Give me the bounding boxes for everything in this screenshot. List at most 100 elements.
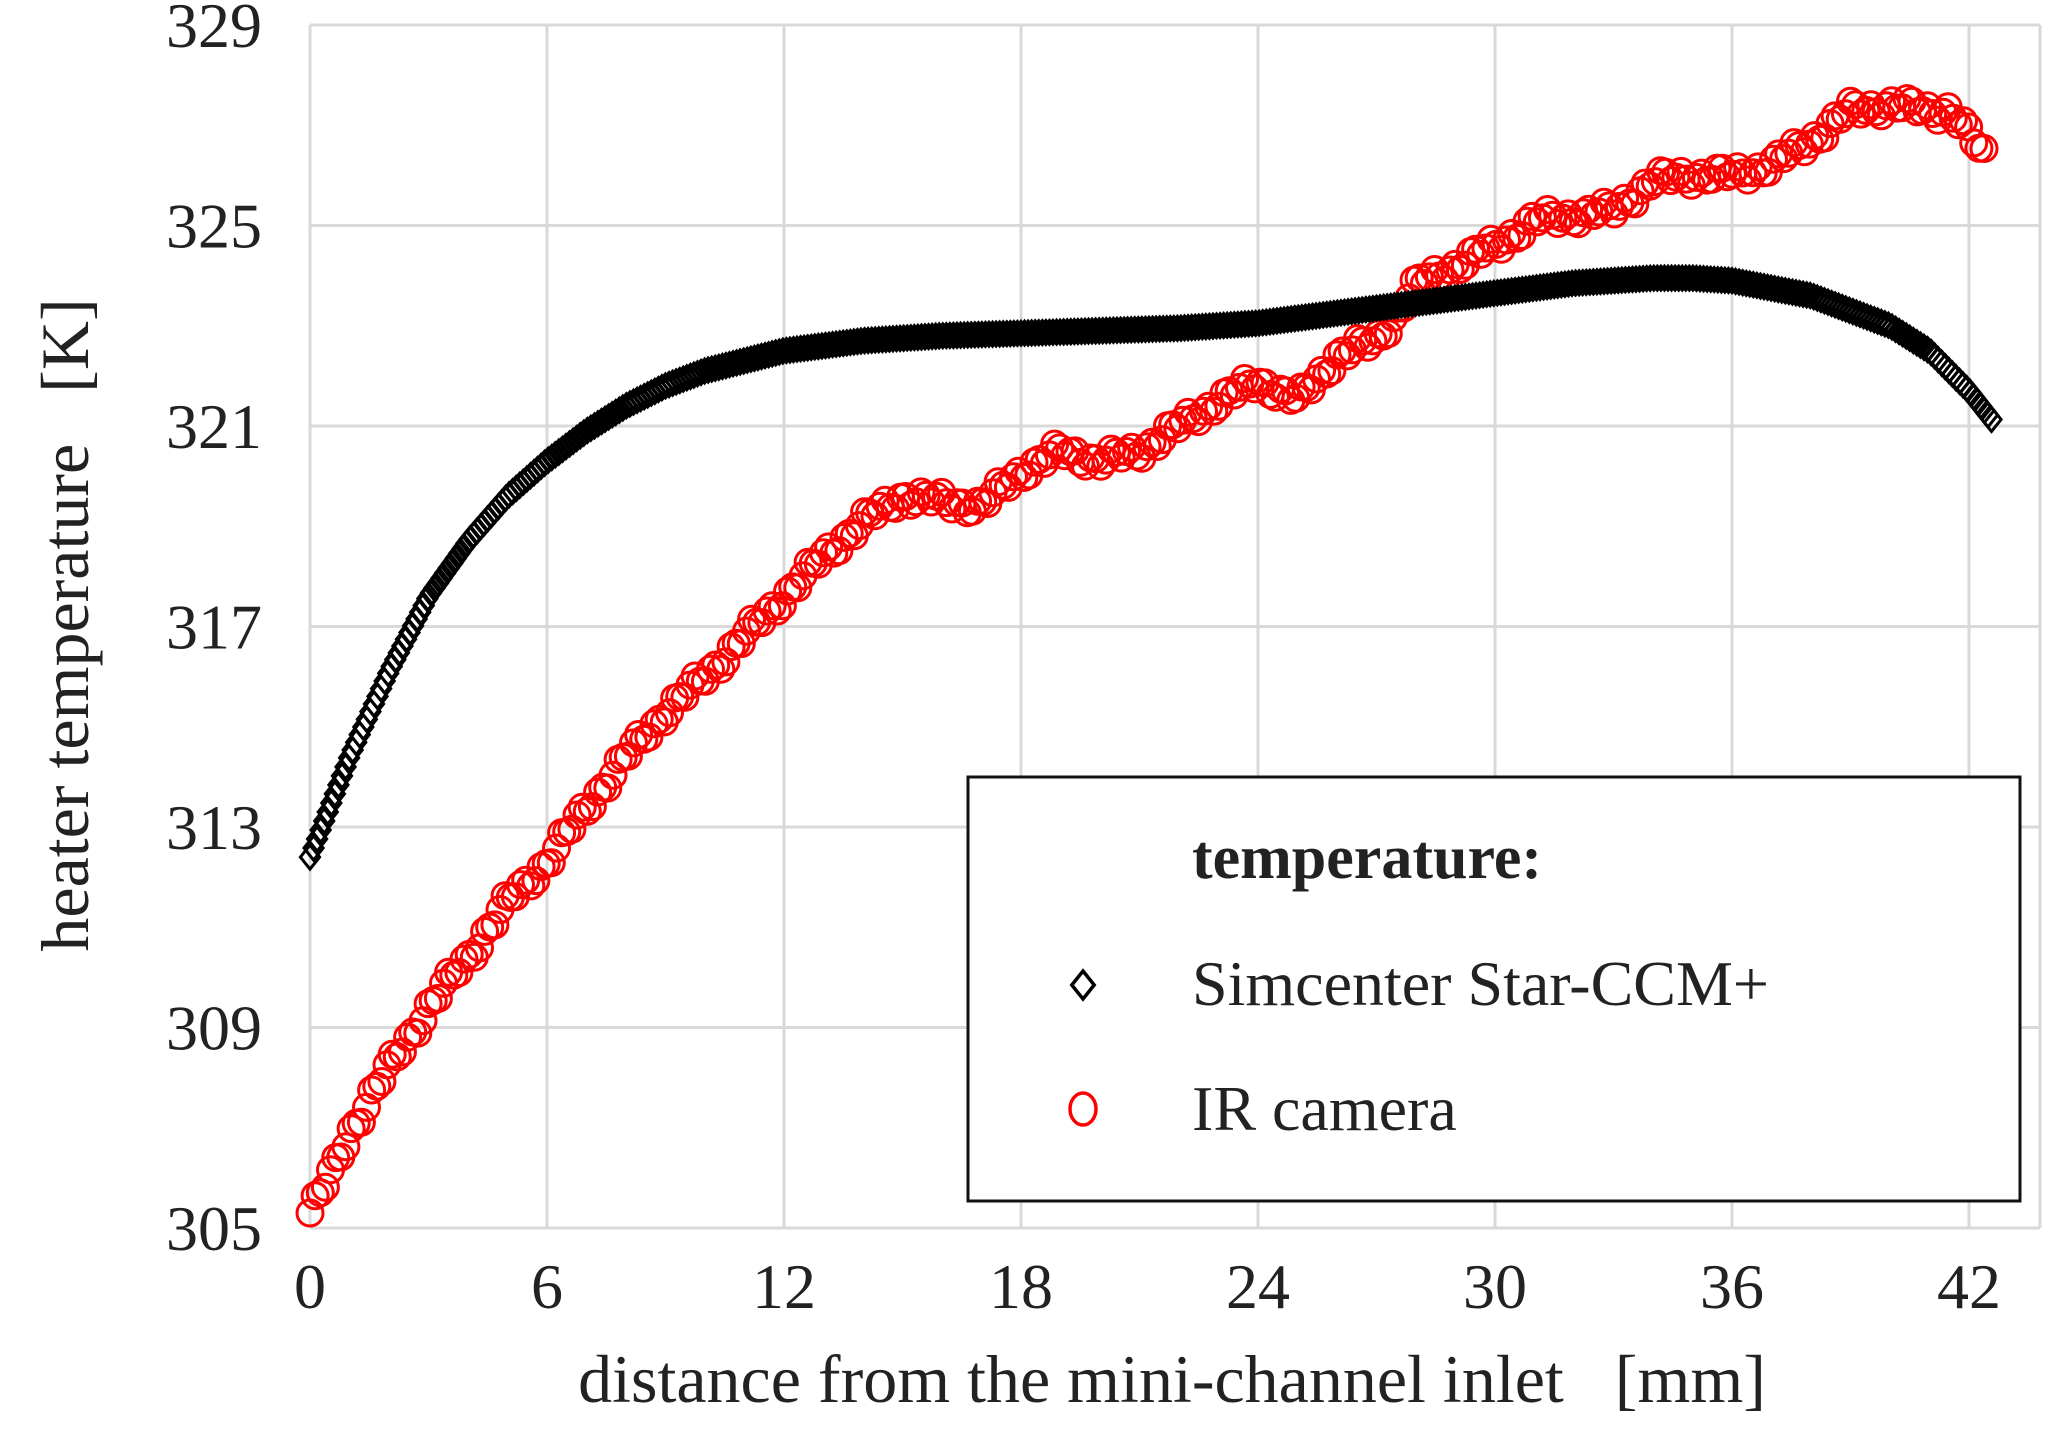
legend-marker-simcenter (1069, 968, 1097, 1002)
ir-camera-point (310, 1172, 340, 1202)
legend-label-ir-camera: IR camera (1192, 1073, 1457, 1144)
ir-camera-point (521, 866, 551, 896)
ir-camera-point (1332, 341, 1362, 371)
ir-camera-point (1132, 432, 1162, 462)
simcenter-point (1979, 405, 2004, 434)
x-axis-title: distance from the mini-channel inlet [mm… (578, 1341, 1766, 1417)
simcenter-point (469, 512, 493, 542)
ir-camera-point (824, 536, 854, 566)
ir-camera-point (593, 773, 623, 803)
ir-camera-point (1738, 158, 1768, 188)
ir-camera-point (449, 944, 479, 974)
x-tick-label: 6 (531, 1251, 563, 1322)
ir-camera-point (1943, 110, 1973, 140)
ir-camera-point (1851, 95, 1881, 125)
ir-camera-point (726, 629, 756, 659)
x-tick-label: 24 (1226, 1251, 1290, 1322)
y-tick-label: 313 (166, 792, 262, 863)
ir-camera-point (1830, 99, 1860, 129)
simcenter-point (312, 806, 336, 836)
ir-camera-point (567, 792, 597, 822)
x-tick-label: 36 (1700, 1251, 1764, 1322)
ir-camera-point (624, 720, 654, 749)
ir-camera-point (757, 591, 787, 621)
simcenter-point (1876, 310, 1900, 340)
simcenter-series (298, 263, 2004, 872)
ir-camera-point (1230, 364, 1260, 393)
ir-camera-point (1466, 239, 1496, 269)
x-tick-label: 42 (1937, 1251, 2001, 1322)
ir-camera-point (1918, 99, 1948, 128)
ir-camera-point (1445, 254, 1475, 284)
ir-camera-point (1784, 131, 1814, 160)
ir-camera-point (906, 477, 936, 507)
ir-camera-point (444, 958, 474, 987)
ir-camera-point (536, 848, 566, 878)
ir-camera-point (752, 596, 782, 626)
ir-camera-point (1137, 427, 1167, 457)
ir-camera-point (1189, 396, 1218, 426)
ir-camera-point (1435, 255, 1465, 285)
simcenter-point (298, 842, 322, 872)
simcenter-point (472, 508, 496, 538)
ir-camera-point (403, 1018, 433, 1048)
simcenter-point (490, 488, 514, 517)
ir-camera-point (1348, 326, 1378, 356)
ir-camera-point (300, 1181, 330, 1211)
x-tick-label: 0 (294, 1251, 326, 1322)
ir-camera-point (1543, 209, 1573, 238)
simcenter-point (316, 797, 340, 827)
ir-camera-point (639, 709, 669, 739)
ir-camera-point (1717, 159, 1747, 189)
tick-labels: 0 6 12 18 24 30 36 42 305 309 313 317 321 325 329 (166, 0, 2001, 1322)
legend-diamond-icon (1069, 968, 1097, 1002)
y-axis-title: heater temperature [K] (27, 298, 103, 951)
ir-camera-point (598, 760, 628, 790)
y-tick-label: 305 (166, 1193, 262, 1264)
ir-camera-point (1492, 225, 1521, 255)
ir-camera-point (1825, 104, 1855, 134)
x-tick-label: 18 (989, 1251, 1053, 1322)
ir-camera-point (1913, 91, 1942, 121)
ir-camera-point (1373, 319, 1403, 349)
ir-camera-point (480, 910, 510, 940)
ir-camera-point (346, 1107, 376, 1137)
simcenter-point (330, 761, 354, 791)
simcenter-point (319, 788, 343, 818)
ir-camera-point (911, 480, 941, 510)
ir-camera-point (655, 698, 684, 728)
y-tick-label: 329 (166, 0, 262, 61)
simcenter-point (305, 824, 329, 854)
y-tick-label: 325 (166, 191, 262, 262)
ir-camera-point (542, 833, 571, 863)
simcenter-point (465, 516, 489, 546)
ir-camera-point (377, 1039, 407, 1069)
simcenter-point (302, 833, 326, 863)
y-tick-label: 321 (166, 391, 262, 462)
y-tick-label: 317 (166, 592, 262, 663)
ir-camera-point (1969, 134, 1999, 163)
ir-camera-point (506, 870, 535, 900)
ir-camera-point (357, 1075, 387, 1105)
ir-camera-point (1147, 425, 1177, 455)
simcenter-point (486, 492, 510, 521)
simcenter-point (479, 500, 503, 530)
ir-camera-point (1846, 99, 1876, 129)
legend-label-simcenter: Simcenter Star-CCM+ (1192, 948, 1769, 1019)
simcenter-point (323, 779, 347, 809)
simcenter-point (476, 504, 500, 534)
legend-marker-ir-camera (1068, 1091, 1098, 1127)
ir-camera-point (1106, 443, 1136, 473)
simcenter-point (483, 496, 507, 526)
ir-camera-point (1938, 103, 1968, 133)
simcenter-point (1873, 309, 1897, 339)
x-tick-label: 12 (752, 1251, 816, 1322)
legend: temperature: Simcenter Star-CCM+ IR came… (966, 775, 2022, 1203)
ir-camera-point (331, 1132, 361, 1162)
ir-camera-point (1502, 223, 1532, 253)
ir-camera-point (1517, 201, 1547, 231)
ir-camera-point (367, 1067, 397, 1096)
simcenter-point (309, 815, 333, 845)
